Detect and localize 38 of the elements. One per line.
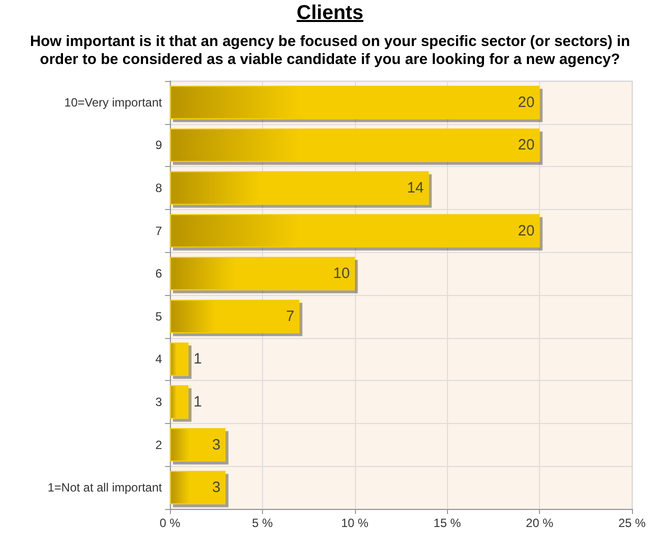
- y-tick-label: 1=Not at all important: [48, 480, 163, 495]
- x-tick-label: 10 %: [341, 516, 369, 530]
- data-label: 14: [407, 180, 424, 196]
- bar: [170, 214, 540, 248]
- chart-subtitle: How important is it that an agency be focused on your specific sector (or sectors) in order to be considered as a viable candidate if you are looking for a new agency?: [28, 33, 632, 69]
- bar: [170, 385, 188, 419]
- bar: [170, 428, 226, 462]
- bar: [170, 470, 226, 504]
- bar: [170, 300, 300, 334]
- y-tick-label: 6: [155, 266, 162, 281]
- y-tick-label: 7: [155, 224, 162, 238]
- y-tick-label: 9: [155, 138, 162, 152]
- bar: [170, 128, 540, 162]
- data-label: 7: [286, 308, 294, 325]
- x-tick-label: 15 %: [434, 516, 462, 530]
- y-tick-label: 2: [155, 438, 162, 452]
- data-label: 20: [518, 222, 535, 240]
- data-label: 20: [518, 136, 535, 154]
- data-label: 3: [212, 479, 220, 496]
- bar: [170, 342, 188, 376]
- chart-title: Clients: [296, 2, 364, 25]
- x-tick-label: 20 %: [526, 516, 554, 530]
- bar: [170, 256, 355, 290]
- x-tick-label: 5 %: [252, 516, 274, 530]
- x-tick-label: 0 %: [160, 516, 181, 530]
- data-label: 20: [518, 94, 535, 111]
- bar: [170, 171, 429, 205]
- bar: [170, 86, 540, 120]
- data-label: 10: [333, 265, 350, 282]
- data-label: 1: [193, 350, 202, 368]
- data-label: 1: [193, 394, 202, 410]
- x-tick-label: 25 %: [618, 516, 646, 530]
- y-tick-label: 4: [155, 352, 162, 366]
- data-label: 3: [212, 436, 220, 454]
- y-tick-label: 5: [155, 309, 162, 324]
- y-tick-label: 8: [155, 181, 162, 195]
- y-tick-label: 10=Very important: [64, 95, 163, 110]
- y-tick-label: 3: [155, 395, 162, 409]
